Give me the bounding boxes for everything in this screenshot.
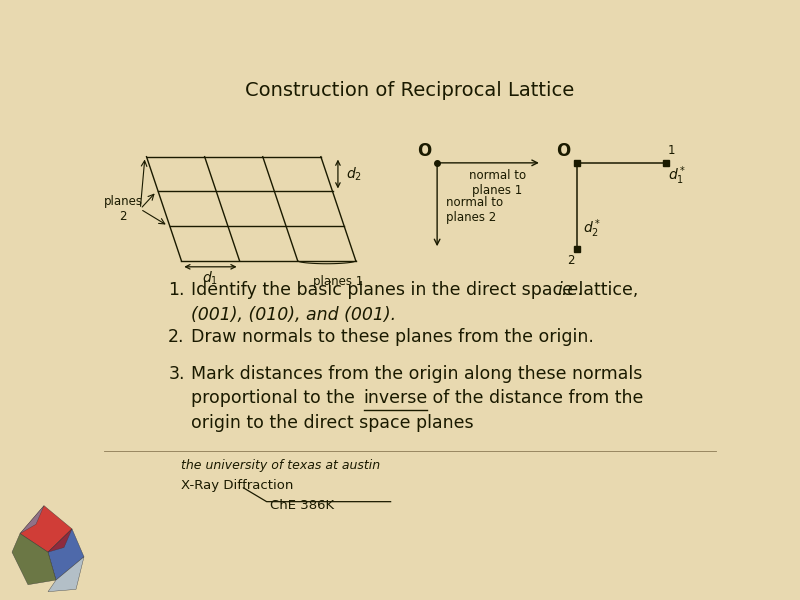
Text: Identify the basic planes in the direct space lattice,: Identify the basic planes in the direct … (191, 281, 644, 299)
Text: $d_1$: $d_1$ (202, 270, 218, 287)
Text: O: O (417, 142, 431, 160)
Text: O: O (556, 142, 570, 160)
Text: 2: 2 (566, 254, 574, 268)
Polygon shape (20, 506, 72, 552)
Polygon shape (20, 506, 44, 533)
Text: planes 1: planes 1 (313, 275, 363, 287)
Text: X-Ray Diffraction: X-Ray Diffraction (182, 479, 294, 491)
Text: 2.: 2. (168, 328, 185, 346)
Text: Construction of Reciprocal Lattice: Construction of Reciprocal Lattice (246, 81, 574, 100)
Polygon shape (48, 557, 84, 592)
Text: planes
2: planes 2 (104, 195, 142, 223)
Text: $d_1^*$: $d_1^*$ (668, 164, 686, 187)
Text: 1.: 1. (168, 281, 185, 299)
Polygon shape (48, 529, 72, 552)
Text: normal to
planes 1: normal to planes 1 (469, 169, 526, 197)
Text: of the distance from the: of the distance from the (427, 389, 643, 407)
Polygon shape (12, 533, 56, 584)
Text: 3.: 3. (168, 365, 185, 383)
Text: the university of texas at austin: the university of texas at austin (182, 458, 381, 472)
Polygon shape (48, 529, 84, 580)
Text: normal to
planes 2: normal to planes 2 (446, 196, 503, 224)
Text: proportional to the: proportional to the (191, 389, 361, 407)
Text: i.e.: i.e. (558, 281, 584, 299)
Text: inverse: inverse (363, 389, 428, 407)
Text: 1: 1 (668, 145, 675, 157)
Text: $d_2^*$: $d_2^*$ (583, 217, 601, 240)
Text: origin to the direct space planes: origin to the direct space planes (191, 414, 474, 432)
Text: Draw normals to these planes from the origin.: Draw normals to these planes from the or… (191, 328, 594, 346)
Text: Mark distances from the origin along these normals: Mark distances from the origin along the… (191, 365, 643, 383)
Text: (001), (010), and (001).: (001), (010), and (001). (191, 306, 397, 324)
Text: ChE 386K: ChE 386K (270, 499, 334, 512)
Text: $d_2$: $d_2$ (346, 166, 362, 183)
